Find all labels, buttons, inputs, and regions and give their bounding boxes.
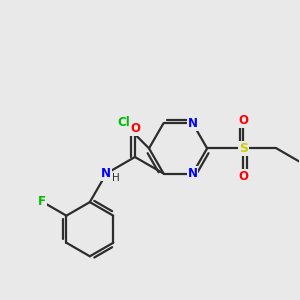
Text: N: N <box>101 167 111 180</box>
Text: N: N <box>188 167 198 180</box>
Text: H: H <box>112 173 119 184</box>
Text: N: N <box>188 117 198 130</box>
Text: F: F <box>38 195 46 208</box>
Text: Cl: Cl <box>117 116 130 129</box>
Text: O: O <box>130 122 140 135</box>
Text: O: O <box>238 114 248 127</box>
Text: S: S <box>239 142 248 155</box>
Text: O: O <box>238 170 248 183</box>
